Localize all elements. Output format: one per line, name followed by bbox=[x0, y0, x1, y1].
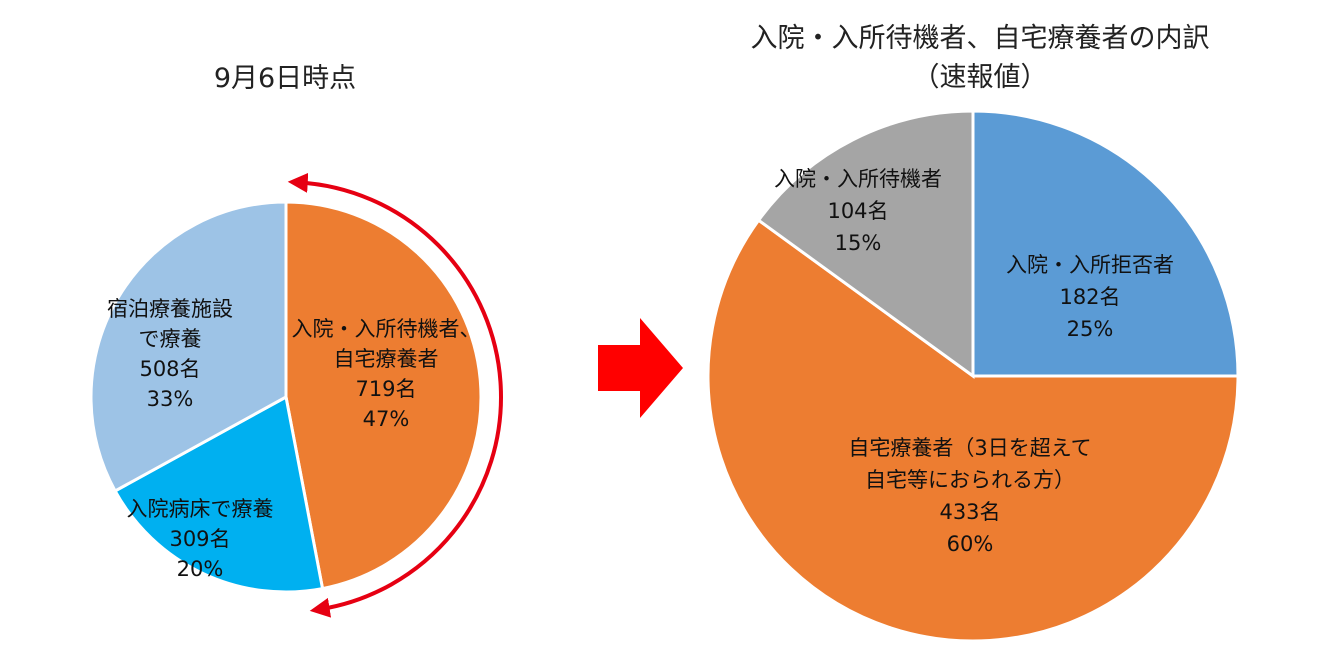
chart1-slices bbox=[89, 200, 483, 594]
pie-slice-0 bbox=[971, 109, 1240, 378]
slice-label-1: 自宅療養者（3日を超えて自宅等におられる方） 433名 60% bbox=[848, 436, 1091, 556]
slice-label-line: 入院・入所待機者、 bbox=[292, 317, 481, 341]
slice-label-line: 20% bbox=[177, 557, 224, 581]
pie-chart-breakdown: 入院・入所待機者、自宅療養者の内訳 （速報値） 入院・入所拒否者 182名 25% 自… bbox=[706, 23, 1240, 643]
slice-label-line: 433名 bbox=[939, 500, 1000, 524]
slice-label-line: 入院・入所待機者 bbox=[774, 167, 942, 191]
slice-label-line: で療養 bbox=[139, 327, 202, 351]
slice-label-line: 自宅療養者 bbox=[334, 347, 439, 371]
chart2-subtitle: （速報値） bbox=[913, 62, 1048, 93]
pie-slice-0 bbox=[284, 200, 483, 591]
pie-slice-1 bbox=[706, 218, 1240, 643]
chart1-labels: 入院・入所待機者、自宅療養者 719名 47% 入院病床で療養 309名 20% 宿泊療養施… bbox=[107, 297, 481, 581]
slice-label-line: 182名 bbox=[1059, 285, 1120, 309]
chart2-slices bbox=[706, 109, 1240, 643]
chart1-title: 9月6日時点 bbox=[214, 63, 356, 94]
slice-label-line: 33% bbox=[147, 387, 194, 411]
chart2-labels: 入院・入所拒否者 182名 25% 自宅療養者（3日を超えて自宅等におられる方） 433… bbox=[774, 167, 1174, 556]
chart2-title: 入院・入所待機者、自宅療養者の内訳 bbox=[751, 23, 1210, 54]
slice-label-line: 自宅療養者（3日を超えて bbox=[848, 436, 1091, 460]
pie-chart-september-6: 9月6日時点 入院・入所待機者、自宅療養者 719名 47% 入院病床で療養 309名 2… bbox=[89, 63, 503, 618]
slice-label-line: 60% bbox=[947, 532, 994, 556]
slice-label-line: 508名 bbox=[139, 357, 200, 381]
slice-label-line: 719名 bbox=[355, 377, 416, 401]
slice-label-2: 宿泊療養施設で療養 508名 33% bbox=[107, 297, 233, 411]
slice-label-line: 25% bbox=[1067, 317, 1114, 341]
circular-bracket-arrow bbox=[287, 172, 503, 618]
pie-slice-2 bbox=[89, 200, 288, 493]
slice-label-0: 入院・入所拒否者 182名 25% bbox=[1006, 253, 1174, 341]
slice-label-line: 宿泊療養施設 bbox=[107, 297, 233, 321]
slice-label-line: 自宅等におられる方） bbox=[865, 468, 1075, 492]
slice-label-line: 15% bbox=[835, 231, 882, 255]
slice-label-line: 47% bbox=[363, 407, 410, 431]
right-arrow-icon bbox=[598, 318, 683, 418]
slice-label-1: 入院病床で療養 309名 20% bbox=[127, 497, 274, 581]
slice-label-line: 入院・入所拒否者 bbox=[1006, 253, 1174, 277]
slice-label-line: 入院病床で療養 bbox=[127, 497, 274, 521]
slice-label-2: 入院・入所待機者 104名 15% bbox=[774, 167, 942, 255]
slice-label-line: 104名 bbox=[827, 199, 888, 223]
pie-slice-2 bbox=[756, 109, 975, 379]
slice-label-line: 309名 bbox=[169, 527, 230, 551]
